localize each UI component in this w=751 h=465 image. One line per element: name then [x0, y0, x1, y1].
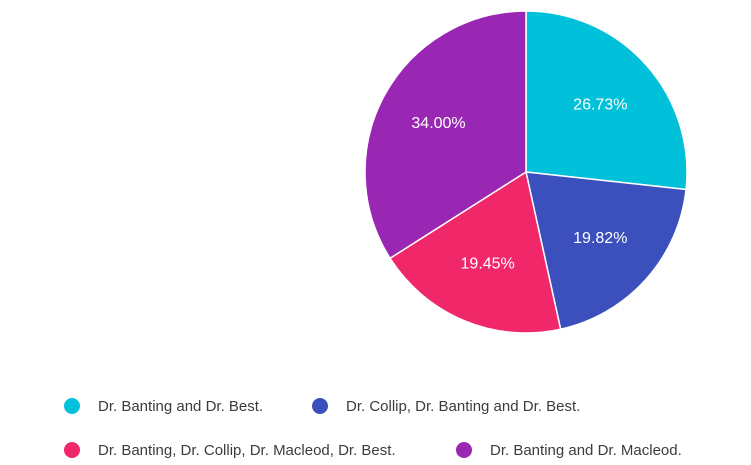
legend-label-3: Dr. Banting, Dr. Collip, Dr. Macleod, Dr… — [98, 441, 396, 459]
legend-item-1[interactable]: Dr. Banting and Dr. Best. — [64, 394, 263, 418]
legend-dot-2 — [312, 398, 328, 414]
legend-dot-1 — [64, 398, 80, 414]
pie-slice-label-1: 26.73% — [573, 97, 627, 114]
legend-label-1: Dr. Banting and Dr. Best. — [98, 397, 264, 415]
pie-slice-label-4: 34.00% — [411, 115, 465, 132]
chart-legend: Dr. Banting and Dr. Best. Dr. Collip, Dr… — [0, 388, 751, 460]
pie-slice-labels: 26.73% 19.82% 19.45% 34.00% — [411, 97, 627, 273]
legend-item-3[interactable]: Dr. Banting, Dr. Collip, Dr. Macleod, Dr… — [64, 438, 396, 462]
legend-dot-4 — [456, 442, 472, 458]
legend-label-4: Dr. Banting and Dr. Macleod. — [490, 441, 682, 459]
legend-dot-3 — [64, 442, 80, 458]
pie-slice-4[interactable] — [364, 10, 527, 260]
pie-slice-2[interactable] — [525, 171, 687, 331]
legend-label-2: Dr. Collip, Dr. Banting and Dr. Best. — [346, 397, 581, 415]
pie-slices — [364, 10, 688, 334]
legend-item-4[interactable]: Dr. Banting and Dr. Macleod. — [456, 438, 682, 462]
pie-slice-label-3: 19.45% — [461, 255, 515, 272]
pie-slice-label-2: 19.82% — [573, 230, 627, 247]
legend-item-2[interactable]: Dr. Collip, Dr. Banting and Dr. Best. — [312, 394, 580, 418]
pie-slice-3[interactable] — [389, 170, 562, 334]
pie-slice-1[interactable] — [525, 10, 688, 191]
